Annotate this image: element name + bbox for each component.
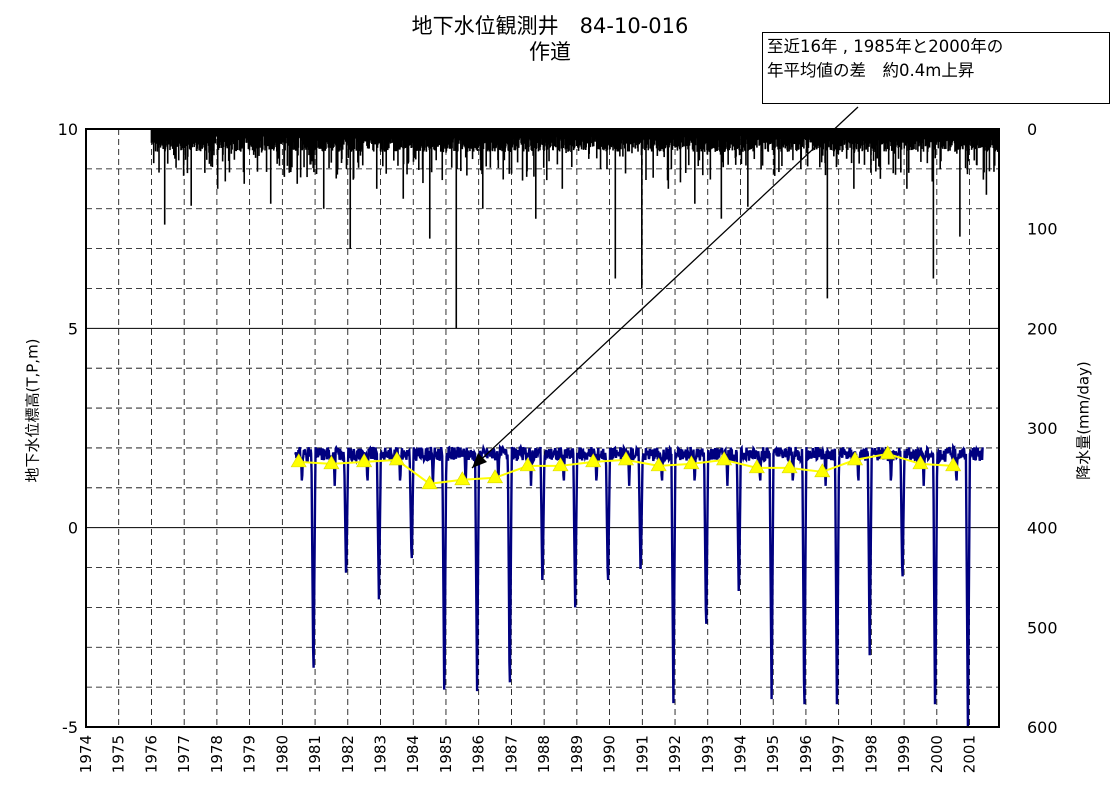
- x-tick-label: 1975: [110, 735, 128, 773]
- y-axis-title: 地下水位標高(T,P,m): [23, 338, 42, 483]
- x-tick-label: 1982: [339, 735, 357, 773]
- annual-mean-marker: [912, 455, 929, 470]
- y-right-tick-labels: 0 100 200 300 400 500 600: [1027, 120, 1058, 737]
- annual-mean-marker: [879, 445, 896, 460]
- x-tick-label: 1980: [273, 735, 291, 773]
- y-tick-label: 0: [68, 519, 78, 538]
- annual-mean-marker: [945, 457, 962, 472]
- annual-mean-marker: [356, 453, 373, 468]
- y-tick-label: 5: [68, 319, 78, 338]
- annotation-line-2: 年平均値の差 約0.4m上昇: [767, 61, 975, 80]
- y-tick-label: -5: [62, 718, 78, 737]
- x-tick-label: 1981: [306, 735, 324, 773]
- x-tick-label: 1993: [699, 735, 717, 773]
- x-tick-label: 1997: [830, 735, 848, 773]
- chart-subtitle: 作道: [529, 40, 571, 64]
- x-tick-label: 1978: [208, 735, 226, 773]
- annotation-arrow: [471, 106, 859, 469]
- x-tick-label: 1979: [241, 735, 259, 773]
- annual-mean-marker: [290, 453, 307, 468]
- annual-mean-marker: [846, 451, 864, 466]
- y-right-tick-label: 600: [1027, 718, 1058, 737]
- grid-lines: [86, 129, 999, 727]
- x-tick-label: 1999: [895, 735, 913, 773]
- annual-mean-marker: [650, 457, 667, 472]
- y-right-tick-label: 400: [1027, 519, 1058, 538]
- x-tick-label: 1987: [502, 735, 520, 773]
- y-tick-labels: 10 5 0 -5: [58, 120, 78, 737]
- y-right-tick-label: 0: [1027, 120, 1037, 139]
- plot-area-frame: [85, 128, 1000, 728]
- y-right-tick-label: 100: [1027, 220, 1058, 239]
- annual-mean-marker: [552, 457, 569, 472]
- y-right-tick-label: 300: [1027, 419, 1058, 438]
- precipitation-series: [150, 129, 1000, 329]
- x-tick-label: 2000: [928, 735, 946, 773]
- x-tick-label: 1995: [764, 735, 782, 773]
- x-tick-label: 1996: [797, 735, 815, 773]
- annual-mean-marker: [716, 451, 733, 466]
- annual-mean-marker: [519, 457, 536, 472]
- annotation-arrow-line: [471, 106, 859, 469]
- x-tick-label: 1985: [437, 735, 455, 773]
- x-tick-label: 1984: [404, 735, 422, 773]
- x-tick-label: 1994: [731, 735, 749, 773]
- annual-mean-marker: [487, 469, 504, 484]
- water-level-series: [294, 442, 984, 728]
- x-tick-label: 1992: [666, 735, 684, 773]
- y-right-tick-label: 500: [1027, 618, 1058, 637]
- x-tick-label: 1986: [470, 735, 488, 773]
- x-tick-label: 1988: [535, 735, 553, 773]
- annual-mean-marker: [323, 455, 340, 470]
- annual-mean-marker: [454, 471, 471, 486]
- annotation-arrow-head: [472, 453, 487, 468]
- x-tick-label: 2001: [961, 735, 979, 773]
- y-tick-label: 10: [58, 120, 78, 139]
- y-right-tick-label: 200: [1027, 319, 1058, 338]
- y-right-axis-title: 降水量(mm/day): [1074, 361, 1093, 480]
- annual-mean-marker: [748, 459, 765, 474]
- annual-mean-marker: [814, 463, 831, 478]
- annotation-box: 至近16年 , 1985年と2000年の 年平均値の差 約0.4m上昇: [762, 32, 1110, 104]
- x-tick-label: 1998: [862, 735, 880, 773]
- x-tick-label: 1991: [633, 735, 651, 773]
- x-tick-label: 1976: [142, 735, 160, 773]
- annual-mean-marker: [617, 451, 634, 466]
- annual-mean-series: [290, 445, 962, 490]
- annual-mean-marker: [781, 459, 798, 474]
- water-level-line: [294, 442, 984, 728]
- x-tick-label: 1983: [372, 735, 390, 773]
- annual-mean-marker: [388, 451, 405, 466]
- x-tick-label: 1990: [601, 735, 619, 773]
- annual-mean-marker: [421, 475, 438, 490]
- annotation-line-1: 至近16年 , 1985年と2000年の: [767, 37, 1004, 56]
- x-tick-labels: 1974 1975 1976 1977 1978 1979 1980 1981 1982 1983…: [77, 735, 979, 773]
- x-tick-label: 1977: [175, 735, 193, 773]
- x-tick-label: 1989: [568, 735, 586, 773]
- annual-mean-marker: [683, 455, 700, 470]
- x-tick-label: 1974: [77, 735, 95, 773]
- annual-mean-marker: [585, 453, 602, 468]
- chart-title: 地下水位観測井 84-10-016: [411, 14, 689, 38]
